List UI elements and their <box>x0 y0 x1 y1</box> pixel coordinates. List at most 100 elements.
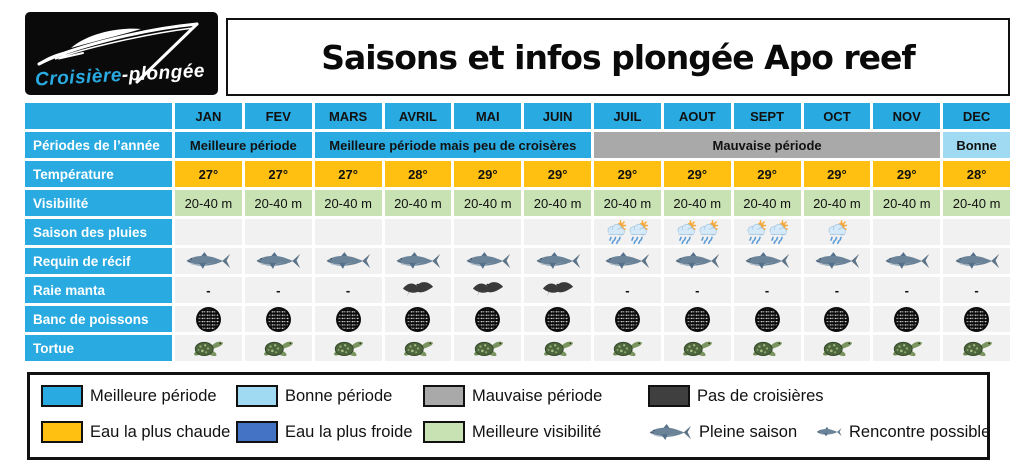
temperature-row: Température 27° 27° 27° 28° 29° 29° 29° 29° 29° 2… <box>25 161 1010 187</box>
legend-label: Eau la plus chaude <box>90 422 231 441</box>
temperature-cell: 29° <box>663 161 731 187</box>
turtle-icon <box>891 337 923 360</box>
month-header: MAI <box>454 103 522 129</box>
fish-school-icon <box>196 307 221 332</box>
visibility-cell: 20-40 m <box>244 190 312 216</box>
manta-cell: - <box>733 277 801 303</box>
turtle-icon <box>751 337 783 360</box>
period-span: Mauvaise période <box>594 132 941 158</box>
legend-label: Bonne période <box>285 386 393 405</box>
legend-item: Eau la plus chaude <box>41 420 230 444</box>
rain-cell <box>384 219 452 245</box>
reef-shark-row: Requin de récif <box>25 248 1010 274</box>
brand-logo: Croisière-plongée <box>25 12 218 95</box>
turtle-cell <box>803 335 871 361</box>
legend-item: Mauvaise période <box>423 384 602 408</box>
fish-school-cell <box>803 306 871 332</box>
shark-icon <box>185 251 231 271</box>
fish-school-cell <box>454 306 522 332</box>
reef-shark-cell <box>943 248 1010 274</box>
shark-icon <box>648 423 692 442</box>
manta-cell <box>384 277 452 303</box>
legend-item: Pleine saison <box>648 420 797 444</box>
fish-school-cell <box>873 306 941 332</box>
turtle-cell <box>314 335 382 361</box>
rain-cell <box>733 219 801 245</box>
rain-sun-icon <box>767 220 789 244</box>
season-table: JAN FEV MARS AVRIL MAI JUIN JUIL AOUT SEPT OCT NOV… <box>25 103 1010 361</box>
fish-school-cell <box>384 306 452 332</box>
shark-small-icon <box>816 426 842 438</box>
reef-shark-cell <box>663 248 731 274</box>
fish-school-icon <box>964 307 989 332</box>
turtle-icon <box>542 337 574 360</box>
month-header: JAN <box>175 103 242 129</box>
manta-cell: - <box>803 277 871 303</box>
month-header: AVRIL <box>384 103 452 129</box>
periods-row: Périodes de l’année Meilleure période Mei… <box>25 132 1010 158</box>
temperature-cell: 28° <box>384 161 452 187</box>
legend-label: Rencontre possible <box>849 422 991 441</box>
legend-item: Eau la plus froide <box>236 420 413 444</box>
fish-school-icon <box>475 307 500 332</box>
period-span: Meilleure période <box>175 132 312 158</box>
rain-cell <box>594 219 661 245</box>
visibility-cell: 20-40 m <box>384 190 452 216</box>
shark-icon <box>395 251 441 271</box>
reef-shark-cell <box>384 248 452 274</box>
visibility-cell: 20-40 m <box>873 190 941 216</box>
month-header: DEC <box>943 103 1010 129</box>
reef-shark-cell <box>594 248 661 274</box>
period-span: Meilleure période mais peu de croisères <box>314 132 591 158</box>
temperature-cell: 29° <box>803 161 871 187</box>
legend-label: Pas de croisières <box>697 386 824 405</box>
legend-box: Meilleure période Bonne période Mauvaise p… <box>27 372 990 460</box>
month-header: JUIN <box>524 103 591 129</box>
temperature-cell: 27° <box>314 161 382 187</box>
turtle-icon <box>821 337 853 360</box>
page-title: Saisons et infos plongée Apo reef <box>321 37 916 77</box>
manta-cell <box>524 277 591 303</box>
row-label-fish-school: Banc de poissons <box>25 306 172 332</box>
manta-icon <box>402 278 434 303</box>
turtle-icon <box>611 337 643 360</box>
turtle-cell <box>524 335 591 361</box>
fish-school-row: Banc de poissons <box>25 306 1010 332</box>
rain-cell <box>943 219 1010 245</box>
legend-swatch <box>236 385 278 407</box>
fish-school-cell <box>943 306 1010 332</box>
reef-shark-cell <box>803 248 871 274</box>
legend-swatch <box>41 421 83 443</box>
turtle-cell <box>594 335 661 361</box>
reef-shark-cell <box>733 248 801 274</box>
fish-school-cell <box>594 306 661 332</box>
manta-icon <box>542 278 574 303</box>
temperature-cell: 29° <box>594 161 661 187</box>
legend-item: Bonne période <box>236 384 392 408</box>
shark-icon <box>255 251 301 271</box>
temperature-cell: 27° <box>175 161 242 187</box>
rain-sun-icon <box>745 220 767 244</box>
brand-name-blue: Croisière <box>34 64 123 91</box>
rain-cell <box>803 219 871 245</box>
legend-label: Meilleure période <box>90 386 217 405</box>
shark-icon <box>814 251 860 271</box>
shark-icon <box>954 251 1000 271</box>
month-header: SEPT <box>733 103 801 129</box>
manta-row: Raie manta --------- <box>25 277 1010 303</box>
row-label-temperature: Température <box>25 161 172 187</box>
legend-item: Pas de croisières <box>648 384 824 408</box>
legend-item: Meilleure période <box>41 384 217 408</box>
rain-cell <box>175 219 242 245</box>
legend-label: Pleine saison <box>699 422 798 441</box>
boat-icon <box>37 22 199 84</box>
months-header-row: JAN FEV MARS AVRIL MAI JUIN JUIL AOUT SEPT OCT NOV… <box>25 103 1010 129</box>
manta-cell: - <box>175 277 242 303</box>
visibility-cell: 20-40 m <box>663 190 731 216</box>
reef-shark-cell <box>314 248 382 274</box>
manta-cell <box>454 277 522 303</box>
row-label-turtle: Tortue <box>25 335 172 361</box>
rain-sun-icon <box>697 220 719 244</box>
legend-item: Rencontre possible <box>816 420 990 444</box>
corner-cell <box>25 103 172 129</box>
